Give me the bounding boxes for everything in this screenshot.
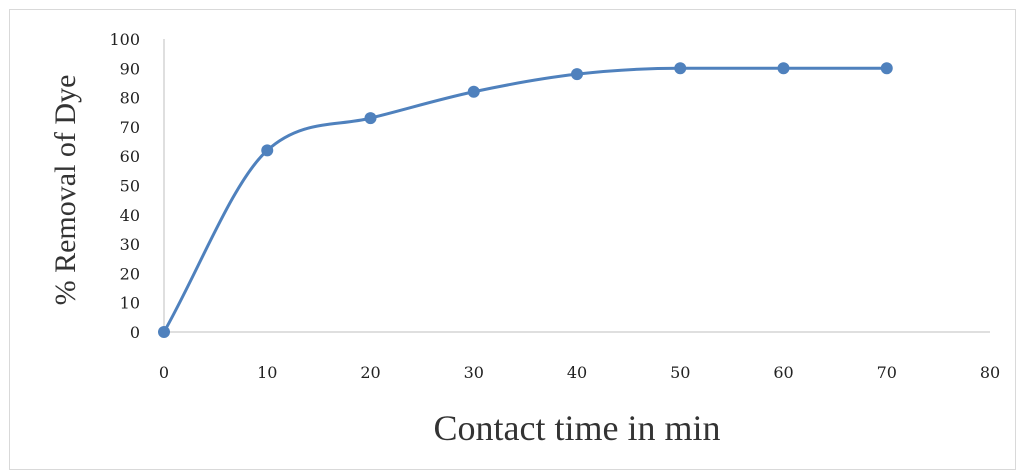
y-tick-label: 90: [120, 59, 140, 78]
y-tick-label: 0: [130, 323, 140, 342]
x-tick-label: 30: [464, 363, 484, 382]
y-tick-label: 60: [120, 147, 140, 166]
x-tick-label: 60: [773, 363, 793, 382]
y-tick-label: 70: [120, 118, 140, 137]
data-point: [777, 62, 790, 75]
x-tick-label: 10: [257, 363, 277, 382]
x-tick-label: 0: [159, 363, 169, 382]
x-tick-label: 40: [567, 363, 587, 382]
data-point: [158, 326, 170, 338]
y-tick-label: 80: [120, 89, 140, 108]
y-tick-label: 50: [120, 177, 140, 196]
x-tick-label: 70: [877, 363, 897, 382]
data-point: [571, 68, 583, 81]
x-tick-label: 20: [360, 363, 380, 382]
chart-frame: [9, 9, 1016, 470]
y-tick-label: 30: [120, 235, 140, 254]
series-layer: [158, 62, 893, 338]
data-point: [261, 144, 274, 157]
x-tick-label: 80: [980, 363, 1000, 382]
x-axis-title: Contact time in min: [434, 408, 721, 448]
x-axis-ticks: 0 10 20 30 40 50 60 70 80: [159, 363, 1000, 382]
x-tick-label: 50: [670, 363, 690, 382]
y-tick-label: 10: [120, 294, 140, 313]
y-axis-ticks: 0 10 20 30 40 50 60 70 80 90 100: [109, 30, 140, 342]
y-axis-title: % Removal of Dye: [49, 75, 82, 306]
series-line: [162, 66, 887, 333]
y-tick-label: 40: [120, 206, 140, 225]
data-point: [674, 62, 687, 75]
y-tick-label: 100: [109, 30, 140, 49]
data-point: [880, 62, 893, 75]
data-point: [467, 85, 480, 98]
y-tick-label: 20: [120, 264, 140, 283]
data-point: [364, 112, 377, 125]
